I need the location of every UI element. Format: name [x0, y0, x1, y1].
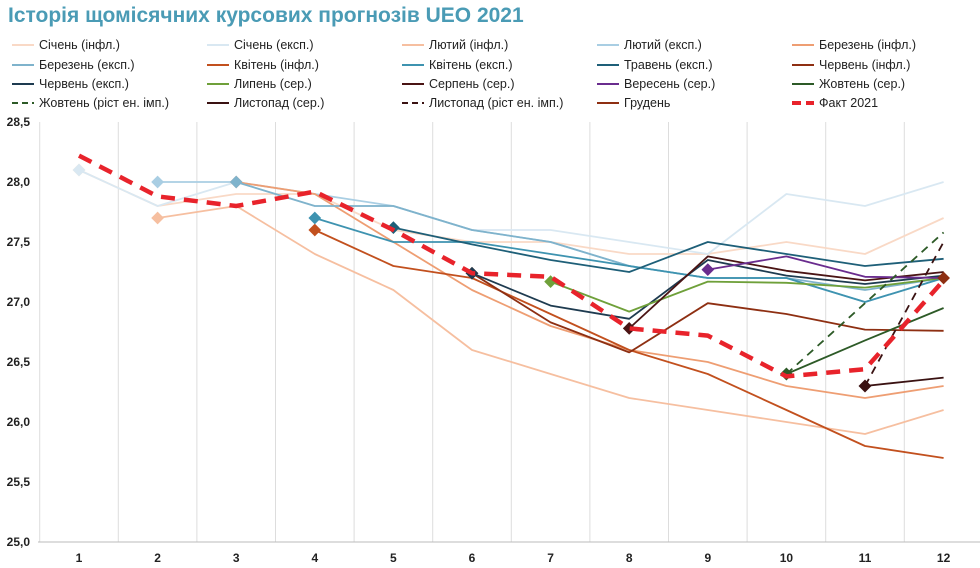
legend-label: Серпень (сер.): [429, 77, 515, 91]
x-tick-label: 11: [859, 551, 872, 565]
series-start-marker: [308, 211, 322, 225]
series-line: [785, 231, 945, 375]
series-start-marker: [308, 223, 322, 237]
x-tick-label: 2: [154, 551, 161, 565]
series-line: [314, 217, 944, 303]
legend-label: Жовтень (сер.): [819, 77, 905, 91]
legend-label: Квітень (інфл.): [234, 58, 319, 72]
series-line: [864, 376, 944, 387]
series-line: [393, 226, 944, 273]
series-line: [707, 255, 944, 279]
x-tick-label: 5: [390, 551, 397, 565]
y-tick-label: 25,5: [7, 475, 31, 489]
legend-label: Факт 2021: [819, 96, 878, 110]
y-tick-label: 27,5: [7, 235, 31, 249]
series-line: [471, 259, 944, 320]
y-tick-label: 27,0: [7, 295, 31, 309]
legend-label: Червень (експ.): [39, 77, 129, 91]
series-start-marker: [151, 211, 164, 225]
series-line: [77, 153, 946, 379]
y-tick-label: 26,0: [7, 415, 31, 429]
series-line: [471, 272, 944, 354]
series-line: [78, 169, 944, 255]
series-start-marker: [229, 175, 243, 189]
legend-label: Грудень: [624, 96, 670, 110]
series-start-marker: [72, 163, 86, 177]
x-tick-label: 3: [233, 551, 240, 565]
x-tick-label: 4: [311, 551, 318, 565]
legend-label: Січень (інфл.): [39, 38, 120, 52]
x-tick-label: 10: [780, 551, 794, 565]
x-tick-label: 6: [469, 551, 476, 565]
y-tick-label: 26,5: [7, 355, 31, 369]
series-start-marker: [937, 271, 950, 285]
series-start-marker: [151, 175, 164, 189]
legend-label: Липень (сер.): [234, 77, 312, 91]
series-line: [550, 277, 944, 313]
legend-label: Вересень (сер.): [624, 77, 715, 91]
series-line: [78, 169, 944, 255]
x-tick-label: 12: [937, 551, 951, 565]
legend-label: Жовтень (ріст ен. імп.): [39, 96, 169, 110]
legend-label: Квітень (експ.): [429, 58, 513, 72]
series-start-marker: [858, 379, 872, 393]
series-line: [314, 229, 944, 459]
legend-label: Січень (експ.): [234, 38, 314, 52]
series-start-marker: [701, 263, 715, 276]
series-line: [235, 181, 944, 291]
legend-label: Листопад (сер.): [234, 96, 324, 110]
x-tick-label: 7: [547, 551, 554, 565]
series-line: [786, 307, 944, 375]
series-line: [157, 205, 944, 435]
legend-label: Лютий (експ.): [624, 38, 702, 52]
y-tick-label: 25,0: [7, 535, 31, 549]
legend-label: Березень (експ.): [39, 58, 135, 72]
x-tick-label: 1: [76, 551, 83, 565]
chart-title: Історія щомісячних курсових прогнозів UE…: [8, 4, 524, 27]
legend-label: Травень (експ.): [624, 58, 713, 72]
legend-label: Червень (інфл.): [819, 58, 910, 72]
legend-label: Березень (інфл.): [819, 38, 916, 52]
legend-label: Лютий (інфл.): [429, 38, 508, 52]
x-tick-label: 8: [626, 551, 633, 565]
y-tick-label: 28,5: [7, 115, 31, 129]
x-tick-label: 9: [704, 551, 711, 565]
legend-label: Листопад (ріст ен. імп.): [429, 96, 563, 110]
y-tick-label: 28,0: [7, 175, 31, 189]
